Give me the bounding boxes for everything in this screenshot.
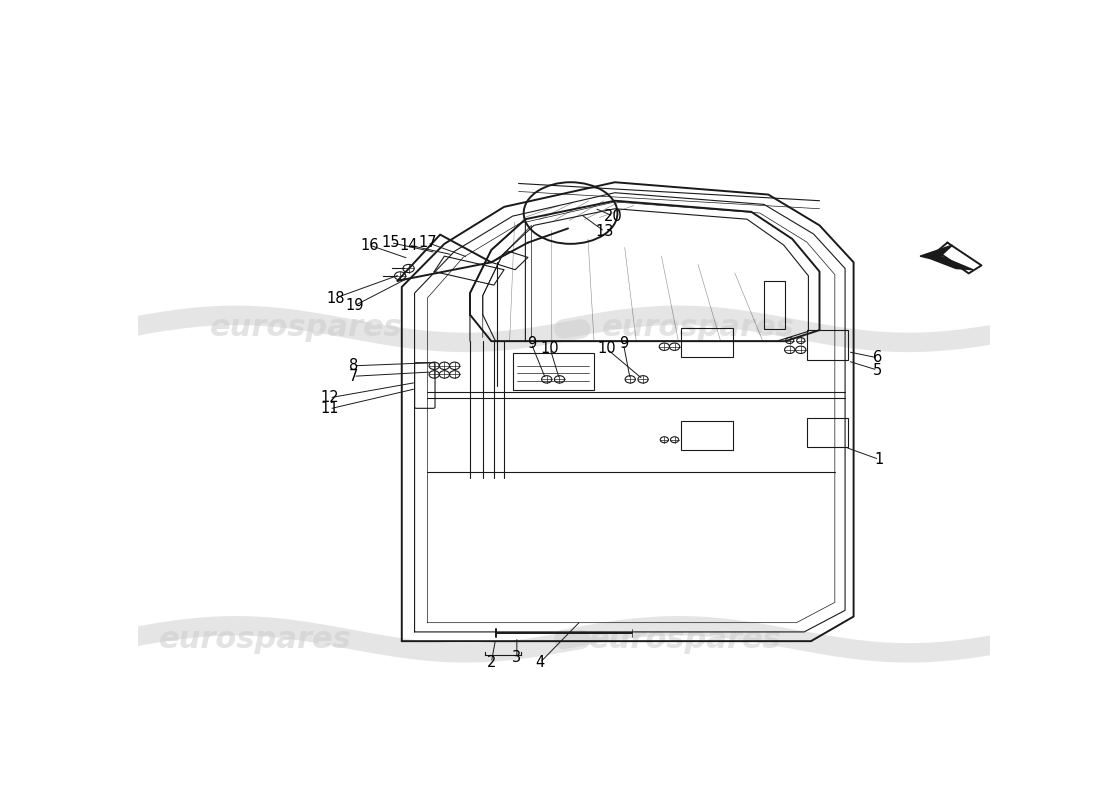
Text: 10: 10 xyxy=(597,341,616,356)
Text: eurospares: eurospares xyxy=(602,313,795,342)
Bar xyxy=(513,353,594,390)
Text: eurospares: eurospares xyxy=(590,625,782,654)
Text: 6: 6 xyxy=(872,350,882,366)
Text: eurospares: eurospares xyxy=(158,625,352,654)
Text: 5: 5 xyxy=(872,362,882,378)
Bar xyxy=(681,328,733,357)
Text: 2: 2 xyxy=(486,655,496,670)
Text: 3: 3 xyxy=(513,650,521,666)
Bar xyxy=(806,418,848,447)
Text: 15: 15 xyxy=(382,235,400,250)
Bar xyxy=(806,330,848,360)
Text: 11: 11 xyxy=(320,402,339,417)
Text: 14: 14 xyxy=(399,238,418,253)
FancyBboxPatch shape xyxy=(415,362,434,408)
Text: 9: 9 xyxy=(527,336,536,351)
Text: 7: 7 xyxy=(349,369,358,384)
Text: 12: 12 xyxy=(320,390,339,406)
Text: 1: 1 xyxy=(874,452,883,467)
Text: 4: 4 xyxy=(536,655,544,670)
Text: 17: 17 xyxy=(418,235,437,250)
Text: eurospares: eurospares xyxy=(210,313,403,342)
Text: 19: 19 xyxy=(345,298,364,313)
Text: 8: 8 xyxy=(349,358,358,374)
Text: 18: 18 xyxy=(326,290,344,306)
Text: 10: 10 xyxy=(541,341,560,356)
Text: 9: 9 xyxy=(619,336,628,351)
Bar xyxy=(681,421,733,450)
Text: 20: 20 xyxy=(604,209,623,224)
Text: 16: 16 xyxy=(360,238,378,253)
Text: 13: 13 xyxy=(595,224,614,239)
Polygon shape xyxy=(920,245,972,270)
